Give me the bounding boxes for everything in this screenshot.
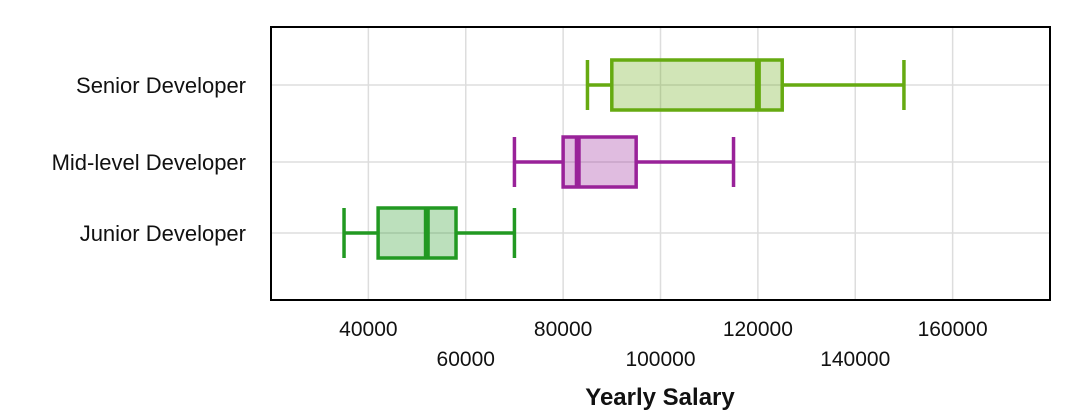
category-label: Junior Developer: [80, 221, 246, 246]
x-tick-label: 40000: [339, 318, 397, 341]
plot-area-frame: [270, 26, 1051, 301]
box-junior-developer: [342, 206, 517, 260]
x-tick-label: 140000: [820, 348, 890, 371]
x-tick-label: 80000: [534, 318, 592, 341]
interquartile-box: [561, 135, 638, 189]
category-label: Senior Developer: [76, 73, 246, 98]
x-tick-label: 120000: [723, 318, 793, 341]
interquartile-box: [610, 58, 784, 112]
box-mid-level-developer: [512, 135, 736, 189]
box-plot-series: [342, 58, 906, 260]
x-tick-labels: 40000 80000 120000 160000 60000 100000 140000: [339, 318, 987, 371]
x-axis-title: Yearly Salary: [585, 384, 735, 411]
x-tick-label: 100000: [625, 348, 695, 371]
category-labels: Senior Developer Mid-level Developer Junio…: [52, 73, 246, 246]
x-tick-label: 60000: [437, 348, 495, 371]
interquartile-box: [376, 206, 458, 260]
x-tick-label: 160000: [918, 318, 988, 341]
box-senior-developer: [585, 58, 906, 112]
category-label: Mid-level Developer: [52, 150, 246, 175]
